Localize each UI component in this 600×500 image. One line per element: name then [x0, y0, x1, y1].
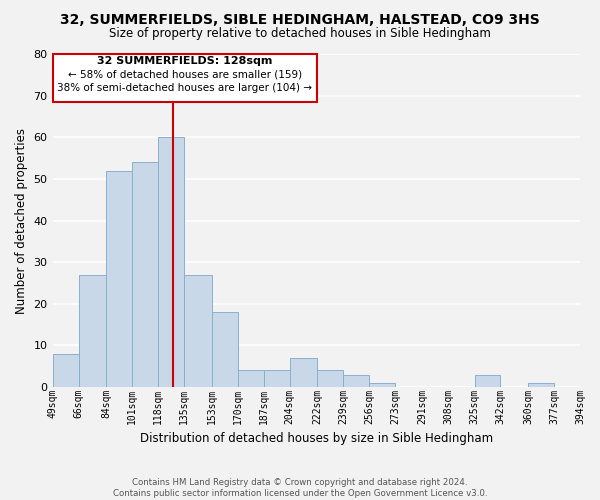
Bar [106, 170, 132, 387]
Text: Contains HM Land Registry data © Crown copyright and database right 2024.
Contai: Contains HM Land Registry data © Crown c… [113, 478, 487, 498]
Bar [158, 138, 184, 387]
Text: 32 SUMMERFIELDS: 128sqm: 32 SUMMERFIELDS: 128sqm [97, 56, 272, 66]
Text: Size of property relative to detached houses in Sible Hedingham: Size of property relative to detached ho… [109, 28, 491, 40]
FancyBboxPatch shape [53, 54, 317, 102]
Bar [212, 312, 238, 387]
Bar [184, 274, 212, 387]
Bar [132, 162, 158, 387]
Text: 32, SUMMERFIELDS, SIBLE HEDINGHAM, HALSTEAD, CO9 3HS: 32, SUMMERFIELDS, SIBLE HEDINGHAM, HALST… [60, 12, 540, 26]
Bar [343, 374, 369, 387]
Bar [263, 370, 290, 387]
X-axis label: Distribution of detached houses by size in Sible Hedingham: Distribution of detached houses by size … [140, 432, 493, 445]
Text: 38% of semi-detached houses are larger (104) →: 38% of semi-detached houses are larger (… [57, 82, 312, 92]
Bar [369, 383, 395, 387]
Bar [238, 370, 263, 387]
Bar [475, 374, 500, 387]
Bar [290, 358, 317, 387]
Text: ← 58% of detached houses are smaller (159): ← 58% of detached houses are smaller (15… [68, 70, 302, 80]
Bar [528, 383, 554, 387]
Y-axis label: Number of detached properties: Number of detached properties [15, 128, 28, 314]
Bar [79, 274, 106, 387]
Bar [53, 354, 79, 387]
Bar [317, 370, 343, 387]
